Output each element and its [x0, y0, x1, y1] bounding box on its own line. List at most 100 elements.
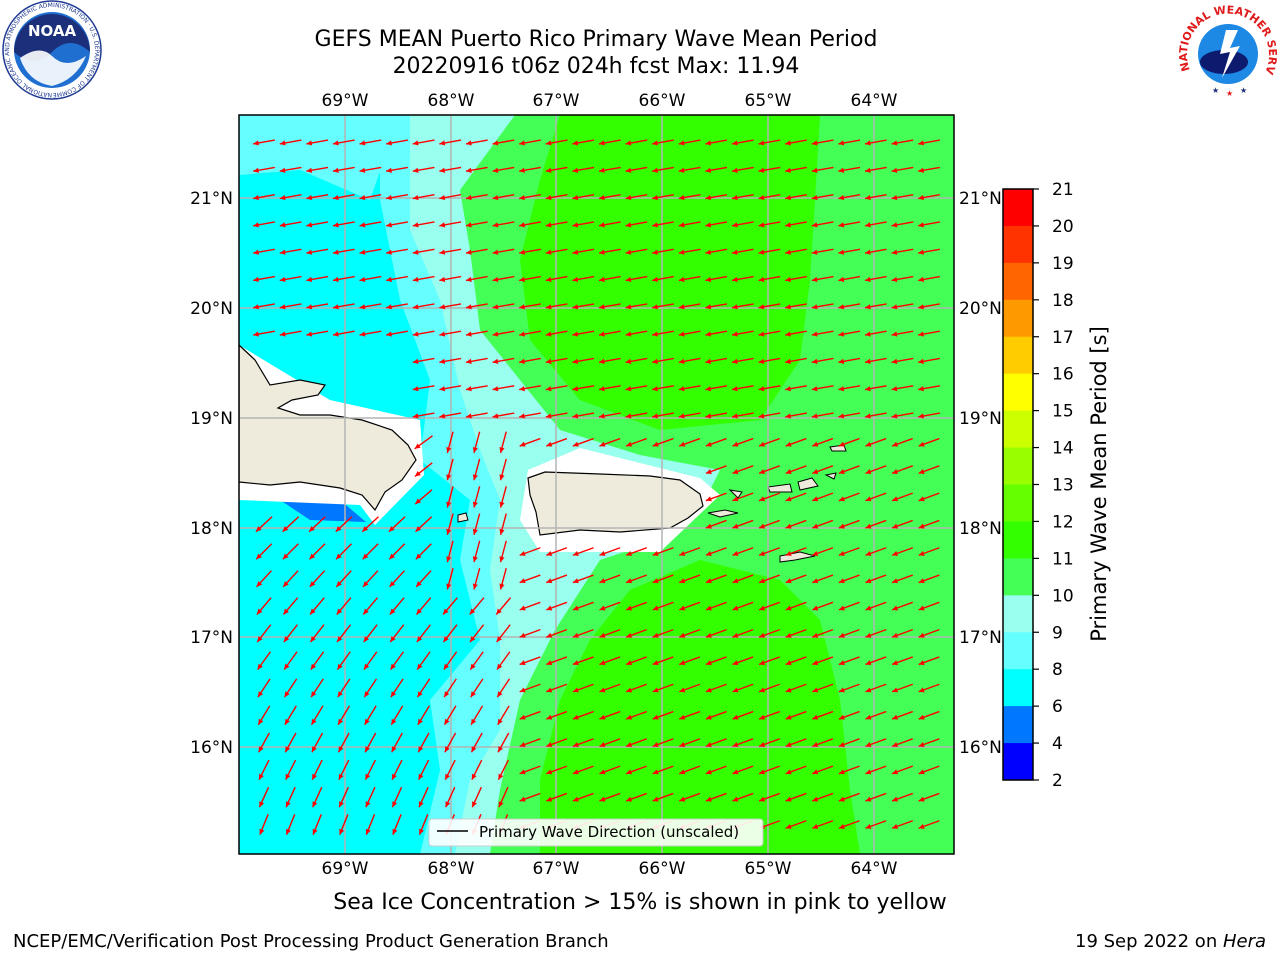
wave-arrow-head: [306, 331, 313, 337]
svg-text:★: ★: [1226, 89, 1233, 98]
wave-arrow-head: [811, 386, 818, 392]
wave-arrow-head: [732, 469, 739, 474]
wave-arrow-head: [626, 796, 633, 802]
colorbar-swatch: [1003, 262, 1033, 301]
wave-arrow-head: [918, 660, 925, 666]
wave-arrow-head: [282, 553, 289, 560]
lon-label: 64°W: [851, 91, 898, 111]
colorbar-tick-label: 12: [1052, 512, 1074, 532]
wave-arrow-head: [390, 663, 396, 670]
colorbar-tick-label: 11: [1052, 549, 1074, 569]
wave-arrow-head: [572, 742, 579, 747]
wave-arrow-head: [892, 687, 899, 693]
colorbar-swatch: [1003, 299, 1033, 338]
svg-text:★: ★: [1212, 86, 1219, 95]
wave-arrow-head: [389, 608, 396, 615]
colorbar-swatch: [1003, 706, 1033, 744]
wave-arrow-head: [306, 167, 313, 173]
wave-arrow-head: [386, 249, 392, 255]
wave-arrow-head: [679, 550, 686, 556]
wave-arrow-head: [472, 447, 478, 453]
wave-arrow-head: [811, 195, 818, 201]
wave-arrow-head: [732, 578, 739, 584]
wave-arrow-head: [785, 167, 791, 173]
wave-arrow-head: [311, 691, 317, 698]
wave-arrow-head: [279, 331, 286, 337]
wave-arrow-head: [678, 167, 685, 173]
svg-text:★: ★: [1240, 86, 1247, 95]
wave-arrow-head: [285, 773, 291, 780]
wave-arrow-head: [758, 276, 765, 283]
wave-arrow-head: [705, 769, 712, 775]
wave-arrow-head: [253, 331, 259, 337]
sea-ice-note: Sea Ice Concentration > 15% is shown in …: [333, 890, 947, 915]
lat-labels-right: 21°N 20°N 19°N 18°N 17°N 16°N: [959, 189, 1002, 758]
wave-arrow-head: [417, 718, 423, 725]
wave-arrow-head: [336, 608, 343, 615]
wave-arrow-head: [785, 331, 791, 337]
wave-arrow-head: [386, 276, 392, 283]
colorbar-swatch: [1003, 484, 1033, 522]
wave-arrow-head: [652, 222, 658, 228]
wave-arrow-head: [679, 796, 686, 802]
wave-arrow-head: [359, 276, 366, 283]
wave-arrow-head: [256, 553, 262, 560]
wave-arrow-head: [572, 605, 579, 611]
wave-arrow-head: [838, 386, 845, 392]
wave-arrow-head: [412, 167, 419, 173]
wave-arrow-head: [392, 773, 397, 780]
wave-arrow-head: [499, 528, 505, 535]
wave-arrow-head: [785, 140, 791, 146]
wave-arrow-head: [865, 742, 872, 747]
wave-arrow-head: [758, 413, 765, 419]
wave-arrow-head: [444, 746, 450, 753]
wave-arrow-head: [785, 714, 792, 720]
wave-arrow-head: [285, 801, 291, 808]
wave-arrow-head: [652, 331, 658, 337]
wave-arrow-head: [465, 304, 472, 310]
wave-arrow-head: [785, 687, 792, 693]
colorbar-tick-label: 6: [1052, 697, 1063, 717]
wave-arrow-head: [918, 523, 925, 529]
wave-arrow-head: [465, 331, 472, 337]
wave-arrow-head: [838, 605, 845, 611]
wave-arrow-head: [572, 413, 579, 419]
lon-labels-bottom: 69°W 68°W 67°W 66°W 65°W 64°W: [322, 859, 898, 879]
wave-arrow-head: [392, 801, 398, 808]
wave-arrow-head: [785, 769, 792, 775]
wave-arrow-head: [445, 801, 451, 808]
wave-arrow-head: [652, 605, 659, 611]
wave-arrow-head: [865, 578, 872, 584]
wave-arrow-head: [732, 550, 739, 556]
wave-arrow-head: [705, 469, 712, 474]
colorbar-swatch: [1003, 558, 1033, 596]
wave-arrow-head: [363, 636, 370, 643]
wave-arrow-head: [812, 769, 819, 775]
wave-arrow-head: [336, 553, 342, 560]
wave-arrow-head: [626, 605, 633, 611]
wave-arrow-head: [386, 331, 392, 337]
wave-arrow-head: [732, 796, 739, 802]
wave-arrow-head: [519, 605, 526, 611]
wave-arrow-head: [390, 691, 397, 698]
wave-arrow-head: [446, 447, 452, 453]
lat-label: 17°N: [190, 628, 233, 648]
wave-arrow-head: [257, 691, 264, 698]
wave-arrow-head: [864, 222, 871, 228]
wave-arrow-head: [892, 769, 899, 775]
wave-arrow-head: [338, 718, 344, 725]
wave-arrow-head: [545, 358, 552, 364]
wave-arrow-head: [546, 550, 553, 556]
wave-arrow-head: [472, 583, 478, 590]
wave-arrow-head: [918, 823, 925, 829]
wave-arrow-head: [362, 526, 369, 532]
wave-arrow-head: [865, 441, 872, 447]
wave-arrow-head: [472, 556, 478, 563]
wave-arrow-head: [415, 553, 422, 560]
wave-arrow-head: [865, 687, 872, 693]
wave-arrow-head: [626, 660, 633, 666]
wave-arrow-head: [257, 663, 263, 670]
wave-arrow-head: [731, 304, 738, 310]
wave-arrow-head: [891, 167, 898, 173]
wave-arrow-head: [312, 828, 318, 835]
